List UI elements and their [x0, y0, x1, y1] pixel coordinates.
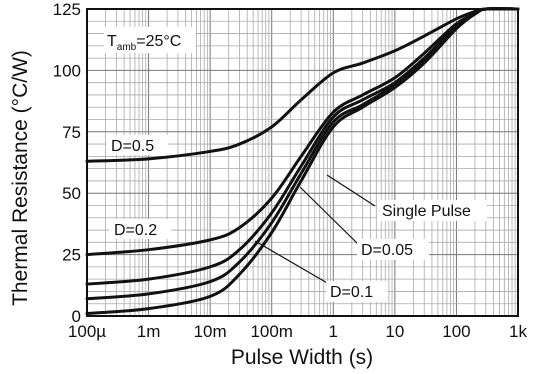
x-tick-label: 100m: [250, 322, 293, 341]
y-tick-label: 125: [53, 0, 81, 19]
label-bg-single-pulse: [377, 200, 487, 221]
y-tick-label: 50: [62, 184, 81, 203]
x-tick-label: 1k: [509, 322, 527, 341]
x-tick-label: 1: [329, 322, 338, 341]
x-tick-label: 1m: [137, 322, 161, 341]
label-bg-d01: [326, 281, 388, 302]
series-line-single-pulse: [85, 7, 520, 316]
grid: [87, 9, 518, 316]
leader-single-pulse: [326, 174, 376, 207]
label-d02: D=0.2: [114, 222, 157, 239]
x-tick-label: 10m: [194, 322, 227, 341]
leader-d01: [254, 240, 330, 285]
leader-d005: [299, 186, 359, 245]
x-axis-title: Pulse Width (s): [231, 346, 373, 369]
label-d05: D=0.5: [111, 138, 154, 155]
x-tick-labels: 100µ 1m 10m 100m 1 10 100 1k: [68, 322, 528, 341]
plot-frame: [86, 8, 519, 317]
label-d005: D=0.05: [361, 242, 413, 259]
x-tick-label: 100µ: [68, 322, 106, 341]
x-tick-label: 10: [385, 322, 404, 341]
ambient-label: Tamb=25°C: [107, 33, 181, 53]
label-bg-d02: [109, 219, 171, 239]
x-tick-label: 100: [442, 322, 470, 341]
y-tick-label: 75: [62, 123, 81, 142]
series-line-d-0-5: [85, 7, 520, 163]
label-d01: D=0.1: [330, 284, 373, 301]
label-single-pulse: Single Pulse: [382, 203, 471, 220]
y-tick-label: 25: [62, 246, 81, 265]
y-tick-label: 0: [72, 307, 81, 326]
y-tick-label: 100: [53, 61, 81, 80]
y-axis-title: Thermal Resistance (°C/W): [9, 50, 32, 306]
ambient-label-box: [104, 27, 196, 53]
label-bg-d05: [106, 135, 168, 155]
label-bg-d005: [357, 239, 429, 260]
curves: [85, 7, 520, 316]
y-tick-labels: 0 25 50 75 100 125: [53, 0, 81, 326]
